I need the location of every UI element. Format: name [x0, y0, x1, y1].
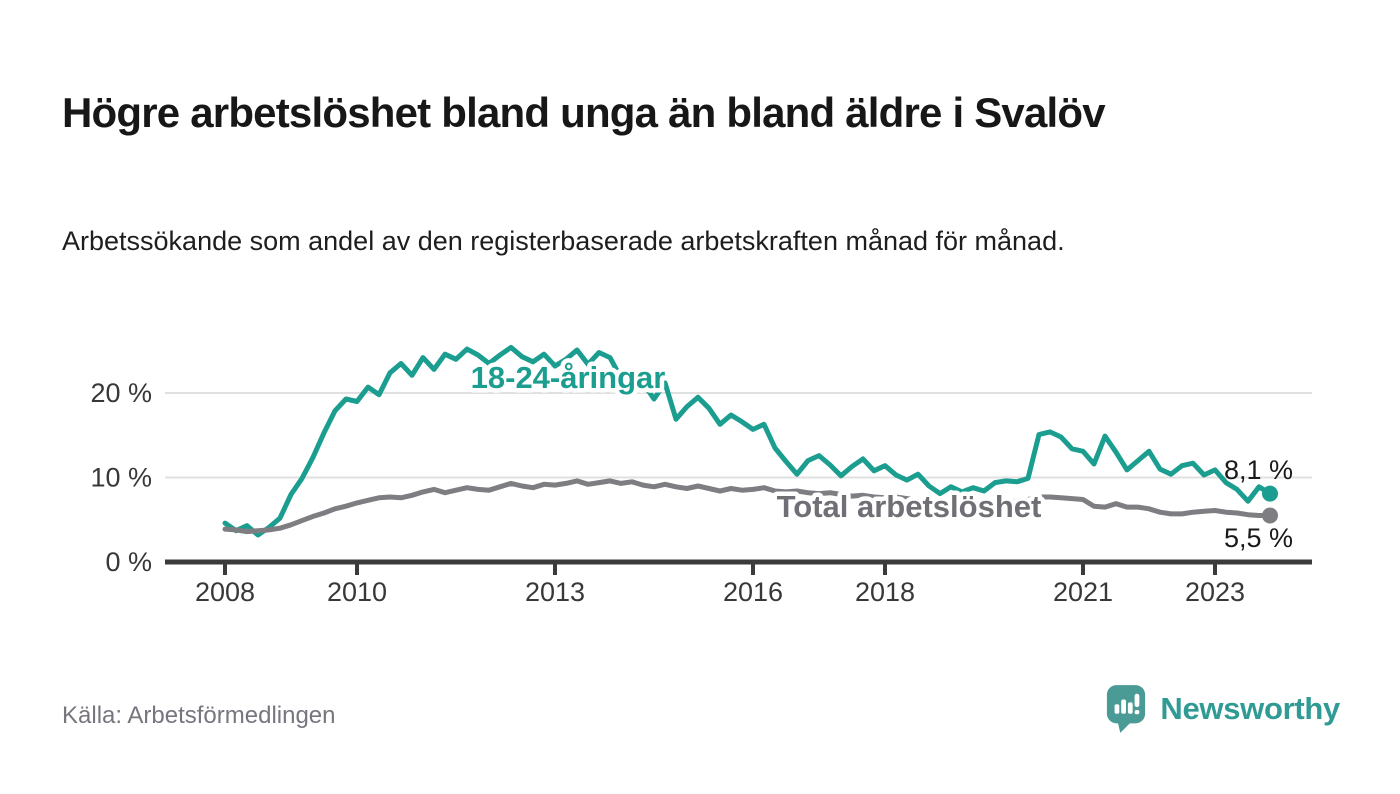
newsworthy-logo: Newsworthy [1105, 684, 1340, 734]
series-end-value-youth: 8,1 % [1224, 455, 1293, 485]
logo-exclamation-bar [1134, 693, 1140, 708]
x-tick-label-2016: 2016 [723, 577, 783, 607]
x-tick-label-2010: 2010 [327, 577, 387, 607]
series-end-dot-youth [1262, 485, 1278, 502]
y-tick-label-10: 10 % [90, 463, 152, 493]
y-tick-label-20: 20 % [90, 378, 152, 408]
series-end-value-total: 5,5 % [1224, 523, 1293, 553]
chart-subtitle: Arbetssökande som andel av den registerb… [62, 226, 1065, 256]
x-tick-label-2013: 2013 [525, 577, 585, 607]
series-line-youth [222, 344, 1273, 538]
unemployment-line-chart: 2008 2010 2013 2016 2018 2021 2023 0 % 10 % 20 % 1… [90, 344, 1312, 607]
logo-bubble-tail [1117, 720, 1134, 733]
logo-bar-1 [1114, 704, 1120, 714]
series-end-dot-total [1262, 507, 1278, 524]
series-line-total [222, 478, 1273, 535]
source-note: Källa: Arbetsförmedlingen [62, 702, 336, 729]
series-label-youth: 18-24-åringar [471, 360, 666, 395]
y-tick-label-0: 0 % [105, 547, 152, 577]
logo-bar-3 [1128, 702, 1134, 714]
series-label-total: Total arbetslöshet [777, 489, 1042, 524]
x-tick-label-2008: 2008 [195, 577, 255, 607]
x-tick-label-2021: 2021 [1053, 577, 1113, 607]
logo-exclamation-dot [1134, 709, 1140, 715]
x-tick-label-2023: 2023 [1185, 577, 1245, 607]
newsworthy-wordmark: Newsworthy [1160, 691, 1340, 726]
newsworthy-logo-icon [1107, 685, 1146, 733]
page-title: Högre arbetslöshet bland unga än bland ä… [62, 89, 1106, 137]
x-tick-label-2018: 2018 [855, 577, 915, 607]
logo-bar-2 [1121, 699, 1127, 714]
